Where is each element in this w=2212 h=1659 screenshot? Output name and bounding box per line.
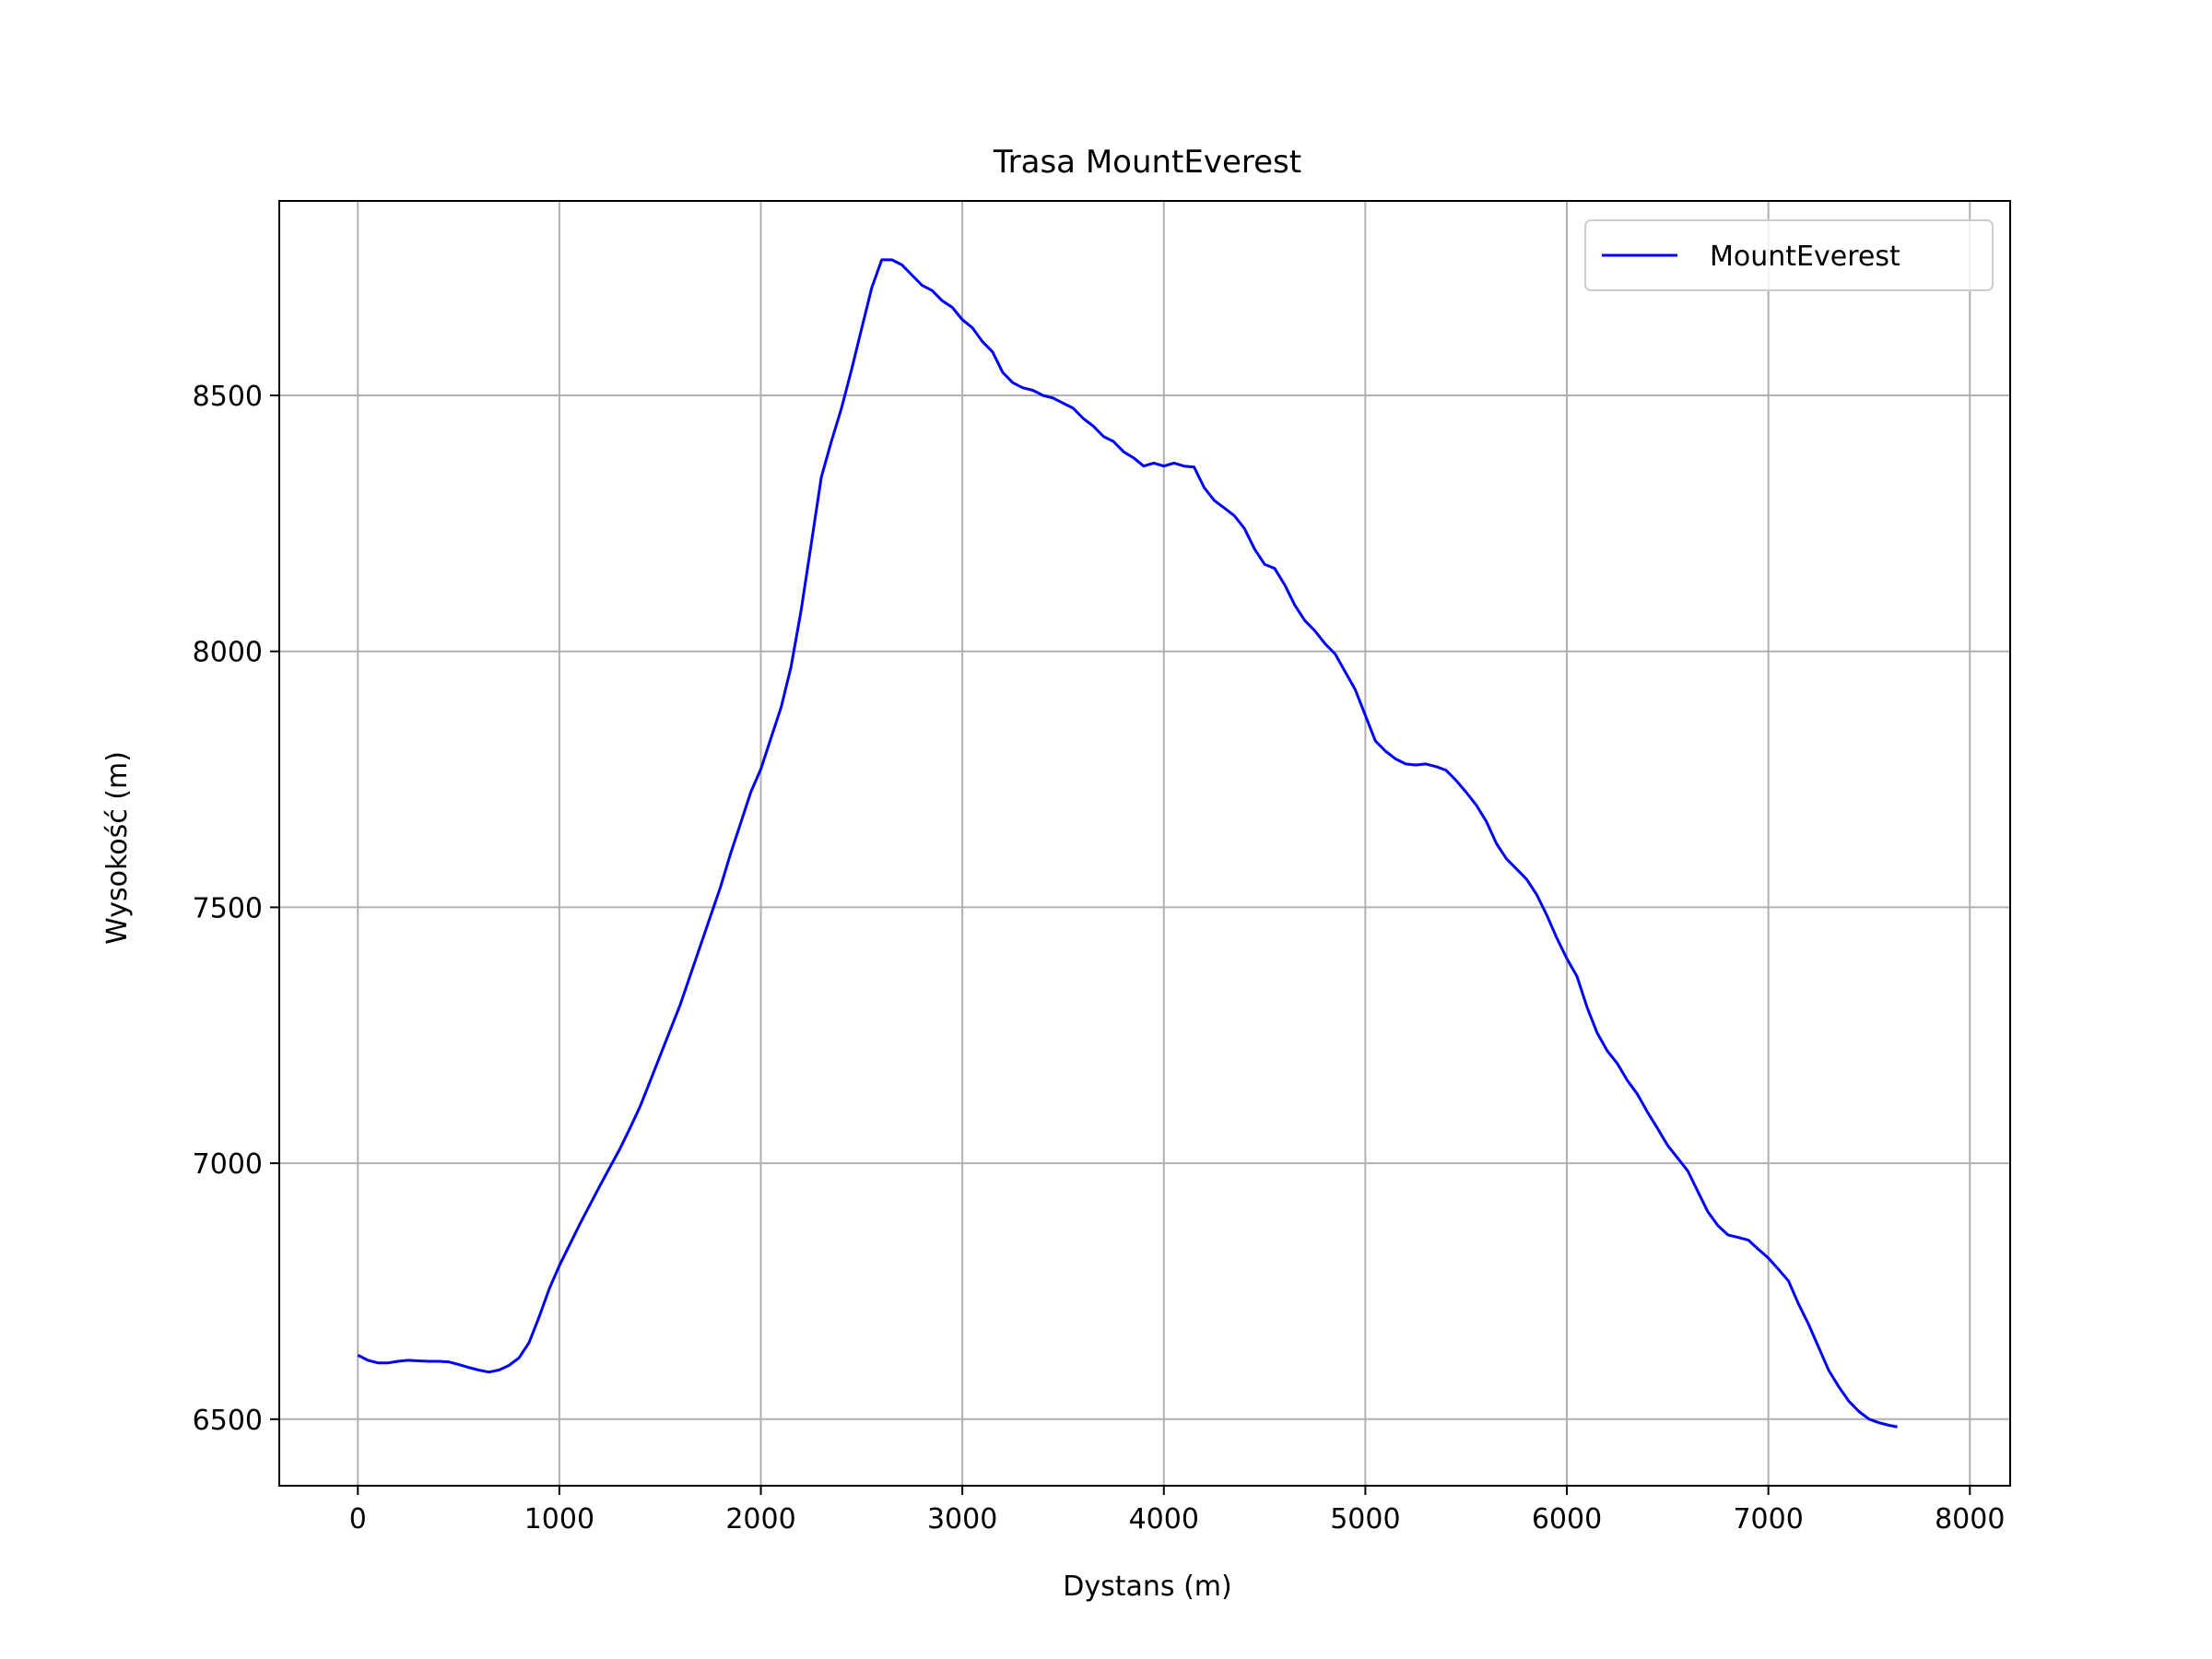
y-tick-label: 8500 (193, 381, 263, 413)
x-tick-label: 2000 (725, 1503, 795, 1535)
series-line-mounteverest (357, 258, 1898, 1429)
x-tick-label: 5000 (1330, 1503, 1400, 1535)
y-tick-label: 6500 (193, 1405, 263, 1437)
x-tick-label: 1000 (524, 1503, 594, 1535)
y-tick-label: 7000 (193, 1148, 263, 1181)
y-tick-label: 8000 (193, 637, 263, 669)
chart-title: Trasa MountEverest (993, 144, 1301, 181)
y-axis-label: Wysokość (m) (101, 751, 134, 945)
x-tick-label: 0 (349, 1503, 367, 1535)
plot-frame (278, 200, 2011, 1487)
axis-ticks: 0 1000 2000 3000 4000 5000 6000 7000 8000 6500 700… (193, 381, 2006, 1535)
x-tick-label: 6000 (1532, 1503, 1602, 1535)
x-tick-label: 4000 (1129, 1503, 1199, 1535)
x-tick-label: 7000 (1733, 1503, 1803, 1535)
grid (279, 201, 2010, 1486)
y-tick-label: 7500 (193, 892, 263, 924)
legend-entry-mounteverest: MountEverest (1710, 241, 1900, 273)
x-tick-label: 3000 (927, 1503, 997, 1535)
x-tick-label: 8000 (1935, 1503, 2005, 1535)
plot-area (357, 258, 1898, 1429)
x-axis-label: Dystans (m) (1063, 1571, 1231, 1603)
legend: MountEverest (1584, 219, 1994, 291)
legend-box (1584, 219, 1994, 291)
